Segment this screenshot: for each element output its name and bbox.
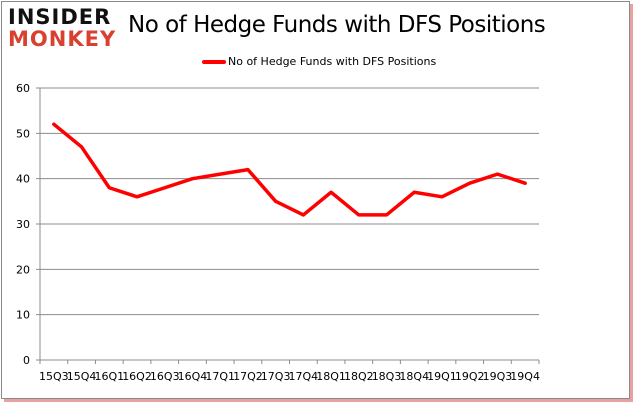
x-tick-label: 16Q1	[94, 370, 124, 383]
x-tick-label: 17Q4	[289, 370, 319, 383]
data-point	[523, 181, 527, 185]
x-tick-label: 19Q3	[483, 370, 513, 383]
x-tick-label: 16Q3	[150, 370, 180, 383]
y-tick-label: 30	[16, 218, 30, 231]
x-tick-label: 18Q4	[399, 370, 429, 383]
data-point	[218, 172, 222, 176]
series-line	[52, 122, 527, 217]
x-tick-label: 16Q4	[178, 370, 208, 383]
y-tick-label: 60	[16, 82, 30, 95]
data-point	[357, 213, 361, 217]
x-tick-label: 17Q3	[261, 370, 291, 383]
y-tick-label: 10	[16, 309, 30, 322]
data-point	[440, 195, 444, 199]
legend: No of Hedge Funds with DFS Positions	[202, 55, 436, 68]
data-point	[52, 122, 56, 126]
legend-label: No of Hedge Funds with DFS Positions	[228, 55, 437, 68]
x-tick-label: 19Q2	[455, 370, 485, 383]
data-point	[468, 181, 472, 185]
x-tick-label: 17Q2	[233, 370, 263, 383]
chart-title: No of Hedge Funds with DFS Positions	[128, 12, 546, 38]
data-point	[135, 195, 139, 199]
data-point	[329, 190, 333, 194]
data-point	[385, 213, 389, 217]
x-tick-label: 18Q3	[372, 370, 402, 383]
y-tick-label: 20	[16, 263, 30, 276]
data-point	[246, 168, 250, 172]
insider-monkey-logo: INSIDER MONKEY	[8, 6, 116, 50]
x-tick-label: 19Q1	[427, 370, 457, 383]
chart-frame	[1, 1, 630, 399]
data-point	[190, 177, 194, 181]
x-tick-label: 18Q1	[316, 370, 346, 383]
x-tick-label: 18Q2	[344, 370, 374, 383]
data-point	[495, 172, 499, 176]
x-tick-label: 15Q4	[67, 370, 97, 383]
data-point	[274, 199, 278, 203]
x-tick-label: 17Q1	[205, 370, 235, 383]
x-tick-label: 16Q2	[122, 370, 152, 383]
data-point	[107, 186, 111, 190]
logo-line-1: INSIDER	[8, 5, 112, 29]
data-point	[80, 145, 84, 149]
legend-swatch	[202, 59, 226, 64]
logo-line-2: MONKEY	[8, 27, 117, 51]
data-point	[301, 213, 305, 217]
data-point	[163, 186, 167, 190]
y-tick-label: 40	[16, 173, 30, 186]
x-tick-label: 19Q4	[510, 370, 540, 383]
data-point	[412, 190, 416, 194]
y-tick-label: 0	[23, 354, 30, 367]
x-tick-label: 15Q3	[39, 370, 69, 383]
y-tick-label: 50	[16, 127, 30, 140]
